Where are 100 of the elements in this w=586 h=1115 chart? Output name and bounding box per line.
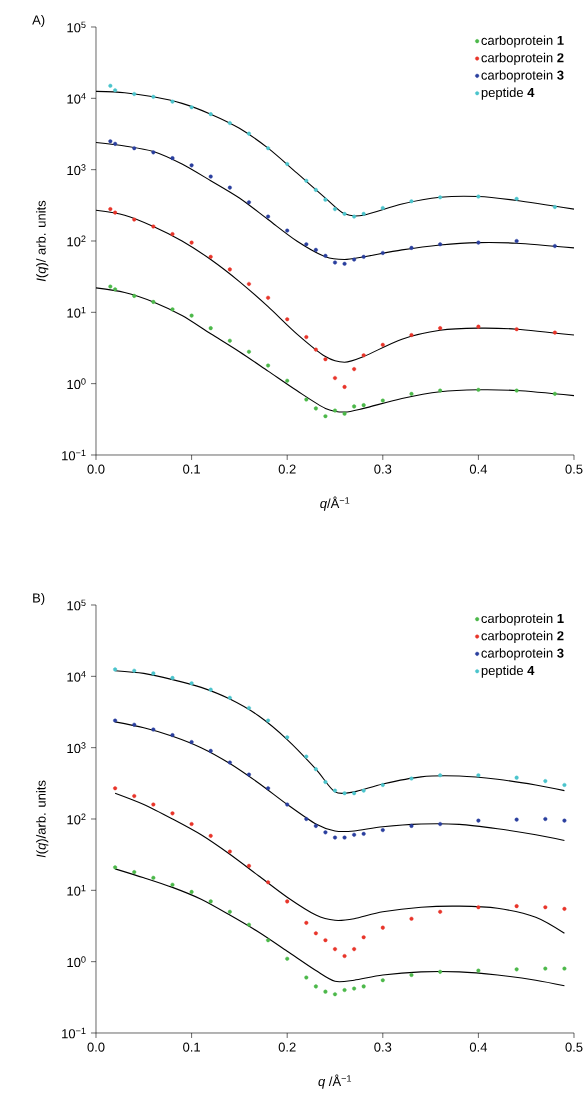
point [333,835,337,840]
point [562,818,567,823]
point [380,398,385,403]
point [552,244,557,249]
point [132,146,137,151]
point [361,353,366,358]
point [246,705,251,710]
y-tick-label: 10$^{1}$ [67,306,86,318]
point [514,967,519,972]
point [543,966,548,971]
point [151,150,156,155]
point [342,954,347,959]
point [514,817,519,822]
point [170,882,175,887]
point [438,326,443,331]
point [342,261,347,266]
point [113,210,118,215]
point [151,671,156,676]
point [342,835,347,840]
point [313,823,318,828]
chart-title: A) [32,14,45,28]
point [409,776,414,781]
point [352,947,357,952]
point [476,194,481,199]
point [409,245,414,250]
point [189,681,194,686]
y-tick-label: 10$^{4}$ [67,92,86,104]
point [380,828,385,833]
point [132,217,137,222]
point [189,105,194,110]
x-tick-label: 0.2 [278,464,296,474]
legend-label: peptide 4 [481,87,535,100]
point [438,969,443,974]
point [476,240,481,245]
point [227,185,232,190]
point [476,387,481,392]
point [170,675,175,680]
point [113,287,118,292]
point [170,99,175,104]
point [189,313,194,318]
point [552,330,557,335]
point [151,224,156,229]
point [266,786,271,791]
point [313,931,318,936]
point [227,695,232,700]
point [246,281,251,286]
point [304,242,309,247]
point [361,254,366,259]
point [285,802,290,807]
point [227,909,232,914]
x-tick-label: 0.0 [87,464,105,474]
point [170,232,175,237]
point [285,317,290,322]
point [438,195,443,200]
x-axis-title: q/Å$^{−1}$ [320,496,350,511]
point [227,849,232,854]
point [304,178,309,183]
point [333,376,337,381]
x-tick-label: 0.4 [469,1042,488,1052]
x-tick-label: 0.1 [183,1042,200,1052]
point [409,199,414,204]
point [323,989,328,994]
point [361,788,366,793]
point [514,238,519,243]
point [285,228,290,233]
y-axis-title: I(q)/arb. units [36,780,49,858]
point [323,197,328,202]
point [323,830,328,835]
point [333,947,337,952]
point [151,727,156,732]
point [313,187,318,192]
x-tick-label: 0.3 [374,464,392,474]
point [514,904,519,909]
point [246,863,251,868]
point [108,207,113,212]
point [304,975,309,980]
x-tick-label: 0.3 [374,1042,392,1052]
x-tick-label: 0.5 [565,464,583,474]
point [304,920,309,925]
point [333,260,337,265]
point [543,905,548,910]
y-tick-label: 10$^{2}$ [67,235,86,247]
point [208,112,213,117]
y-tick-label: 10$^{−1}$ [62,1027,86,1039]
point [313,247,318,252]
point [333,408,337,413]
point [208,833,213,838]
x-axis-title: q /Å$^{−1}$ [318,1074,352,1089]
point [151,802,156,807]
x-tick-label: 0.1 [183,464,200,474]
y-tick-label: 10$^{−1}$ [62,449,86,461]
point [208,899,213,904]
point [438,773,443,778]
point [246,200,251,205]
point [208,174,213,179]
point [170,811,175,816]
point [342,384,347,389]
point [246,349,251,354]
point [552,204,557,209]
point [304,335,309,340]
